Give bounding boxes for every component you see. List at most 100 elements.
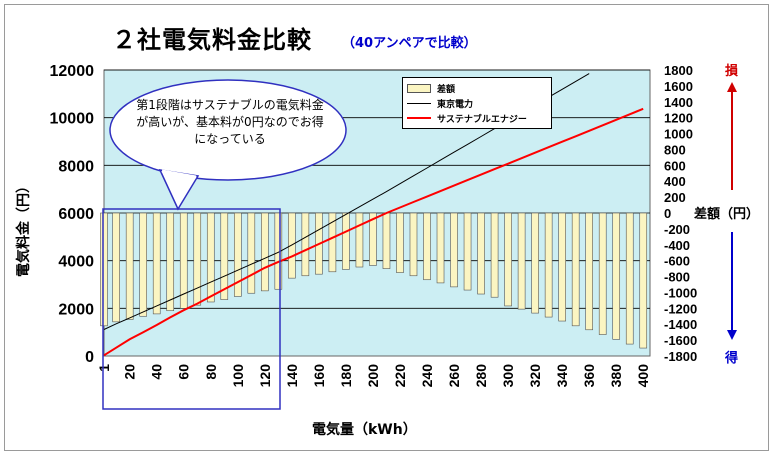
x-tick-label: 140 [284, 364, 300, 388]
bar-diff [504, 212, 512, 307]
y2-tick-label: 1600 [664, 79, 693, 94]
legend: 差額 東京電力 サステナブルエナジー [402, 77, 552, 129]
chart-title: ２社電気料金比較 [112, 26, 312, 54]
bar-diff [477, 212, 485, 295]
legend-item-diff: 差額 [407, 81, 455, 95]
y-tick-label: 0 [85, 349, 94, 366]
bar-diff [369, 212, 377, 266]
x-tick-label: 180 [338, 364, 354, 388]
bar-diff [531, 212, 539, 314]
x-tick-label: 220 [392, 364, 408, 388]
y2-tick-label: -800 [664, 270, 690, 285]
bar-diff [625, 212, 634, 345]
bar-diff [409, 212, 418, 277]
bar-diff [450, 212, 458, 288]
bar-diff [100, 212, 108, 327]
y2-tick-label: 1200 [664, 111, 693, 126]
x-tick-label: 320 [527, 364, 543, 388]
highlight-box [102, 208, 281, 410]
y2-tick-label: 200 [664, 190, 686, 205]
bar-diff [598, 212, 607, 335]
callout-bubble [109, 79, 347, 181]
bar-diff [152, 212, 161, 315]
legend-label-sustainable: サステナブルエナジー [437, 114, 527, 125]
bar-diff [382, 212, 391, 269]
y2-tick-label: -1200 [664, 301, 697, 316]
y-tick-label: 2000 [58, 301, 94, 318]
bar-diff [585, 212, 593, 331]
callout-tail-joint [161, 169, 197, 179]
y-tick-label: 8000 [58, 158, 94, 175]
y-tick-label: 6000 [58, 206, 94, 223]
x-tick-label: 200 [365, 364, 381, 388]
chart-frame [4, 4, 769, 451]
bar-diff [220, 212, 229, 300]
x-tick-label: 160 [311, 364, 327, 388]
loss-arrow-icon [727, 82, 737, 92]
bar-diff [639, 212, 648, 349]
legend-swatch-sustainable [407, 117, 431, 119]
loss-label: 損 [725, 64, 739, 79]
y2-tick-label: 1400 [664, 95, 693, 110]
y2-tick-label: 1000 [664, 127, 693, 142]
bar-diff [436, 212, 445, 284]
x-tick-label: 400 [635, 364, 651, 388]
x-tick-label: 360 [581, 364, 597, 388]
bar-diff [544, 212, 553, 318]
gain-arrow-icon [727, 330, 737, 340]
x-tick-label: 340 [554, 364, 570, 388]
legend-item-sustainable: サステナブルエナジー [407, 111, 527, 125]
y2-tick-label: -1000 [664, 285, 697, 300]
bar-diff [355, 212, 364, 268]
legend-swatch-diff [407, 83, 431, 93]
bar-diff [517, 212, 526, 310]
bar-diff [558, 212, 566, 322]
bar-diff [193, 212, 202, 306]
legend-label-tepco: 東京電力 [437, 99, 474, 110]
y2-tick-label: 1800 [664, 63, 693, 78]
x-tick-label: 100 [230, 364, 246, 388]
bar-diff [139, 212, 147, 317]
x-tick-label: 280 [473, 364, 489, 388]
y2-tick-label: 800 [664, 142, 686, 157]
y2-tick-label: 0 [664, 206, 671, 221]
x-tick-label: 240 [419, 364, 435, 388]
bar-diff [247, 212, 256, 294]
x-tick-label: 1 [96, 364, 112, 372]
y2-tick-label: -1400 [664, 317, 697, 332]
callout-text: 第1段階はサステナブルの電気料金が高いが、基本料が0円なのでお得になっている [136, 98, 324, 146]
bar-diff [342, 212, 350, 270]
bar-diff [206, 212, 215, 303]
x-tick-label: 60 [176, 364, 192, 380]
bar-diff [301, 212, 310, 277]
x-tick-label: 40 [149, 364, 165, 380]
legend-item-tepco: 東京電力 [407, 96, 473, 110]
bar-diff [112, 212, 120, 323]
y2-tick-label: -1800 [664, 349, 697, 364]
y-tick-label: 12000 [50, 63, 95, 80]
x-tick-label: 20 [122, 364, 138, 380]
x-axis-label: 電気量（kWh） [312, 422, 417, 438]
bar-diff [571, 212, 580, 327]
y2-tick-label: 600 [664, 158, 686, 173]
chart-subtitle: （40アンペアで比較） [342, 36, 477, 51]
y2-axis-label: 差額（円） [694, 207, 760, 222]
y-axis-label: 電気料金（円） [16, 179, 32, 277]
x-tick-label: 380 [608, 364, 624, 388]
bar-diff [179, 212, 188, 309]
y2-tick-label: -600 [664, 254, 690, 269]
bar-diff [166, 212, 175, 312]
y2-tick-label: -200 [664, 222, 690, 237]
line-sustainable [103, 107, 644, 357]
bar-diff [396, 212, 404, 273]
bar-diff [261, 212, 269, 292]
gain-label: 得 [725, 351, 739, 366]
x-tick-label: 80 [203, 364, 219, 380]
bar-diff [288, 212, 296, 279]
y-tick-label: 10000 [50, 111, 95, 128]
legend-label-diff: 差額 [437, 84, 456, 95]
bar-diff [274, 212, 283, 290]
y2-tick-label: -400 [664, 238, 690, 253]
bar-diff [463, 212, 472, 291]
